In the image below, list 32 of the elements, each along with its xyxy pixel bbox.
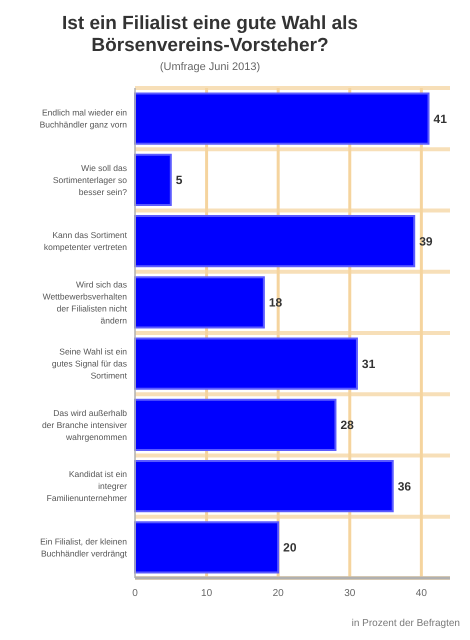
y-tick-label: Kann das Sortiment kompetenter vertreten — [44, 230, 128, 252]
data-label: 18 — [268, 296, 283, 310]
data-label: 36 — [398, 479, 412, 494]
chart-title: Ist ein Filialist eine gute Wahl als Börsenvereins-Vorsteher? — [62, 13, 358, 56]
text: in Prozent der Befragten — [352, 618, 460, 629]
y-tick-label: Wie soll das Sortimenterlager so besser sein? — [52, 162, 128, 197]
y-tick-label: Wird sich das Wettbewerbsverhalten der Filialisten nicht ändern — [42, 279, 128, 326]
bar — [134, 521, 280, 574]
x-tick-label: 40 — [416, 588, 428, 599]
x-tick-label: 10 — [201, 588, 213, 599]
bar — [134, 276, 265, 328]
y-tick-label: Das wird außerhalb der Branche intensiver wahrgenommen — [42, 408, 128, 442]
x-tick-label: 30 — [344, 588, 356, 599]
x-tick-label: 20 — [272, 588, 284, 599]
data-label: 5 — [176, 173, 183, 188]
bar — [134, 215, 416, 268]
y-tick-label: Seine Wahl ist ein gutes Signal für das Sortiment — [52, 346, 128, 381]
bar — [134, 338, 358, 390]
chart-subtitle: (Umfrage Juni 2013) — [160, 61, 260, 73]
y-tick-label: Kandidat ist ein integrer Familienunternehmer — [46, 469, 128, 504]
data-label: 31 — [362, 356, 376, 371]
data-label: 20 — [283, 540, 297, 555]
y-tick-label: Endlich mal wieder ein Buchhändler ganz vorn — [40, 108, 128, 130]
y-tick-label: Ein Filialist, der kleinen Buchhändler verdrängt — [40, 536, 128, 558]
bar — [134, 154, 172, 206]
bar — [134, 460, 394, 512]
x-tick-label: 0 — [132, 588, 138, 599]
bar — [134, 92, 430, 145]
data-label: 39 — [419, 234, 433, 248]
data-label: 41 — [434, 112, 448, 126]
data-label: 28 — [340, 418, 354, 432]
bar — [134, 398, 336, 451]
